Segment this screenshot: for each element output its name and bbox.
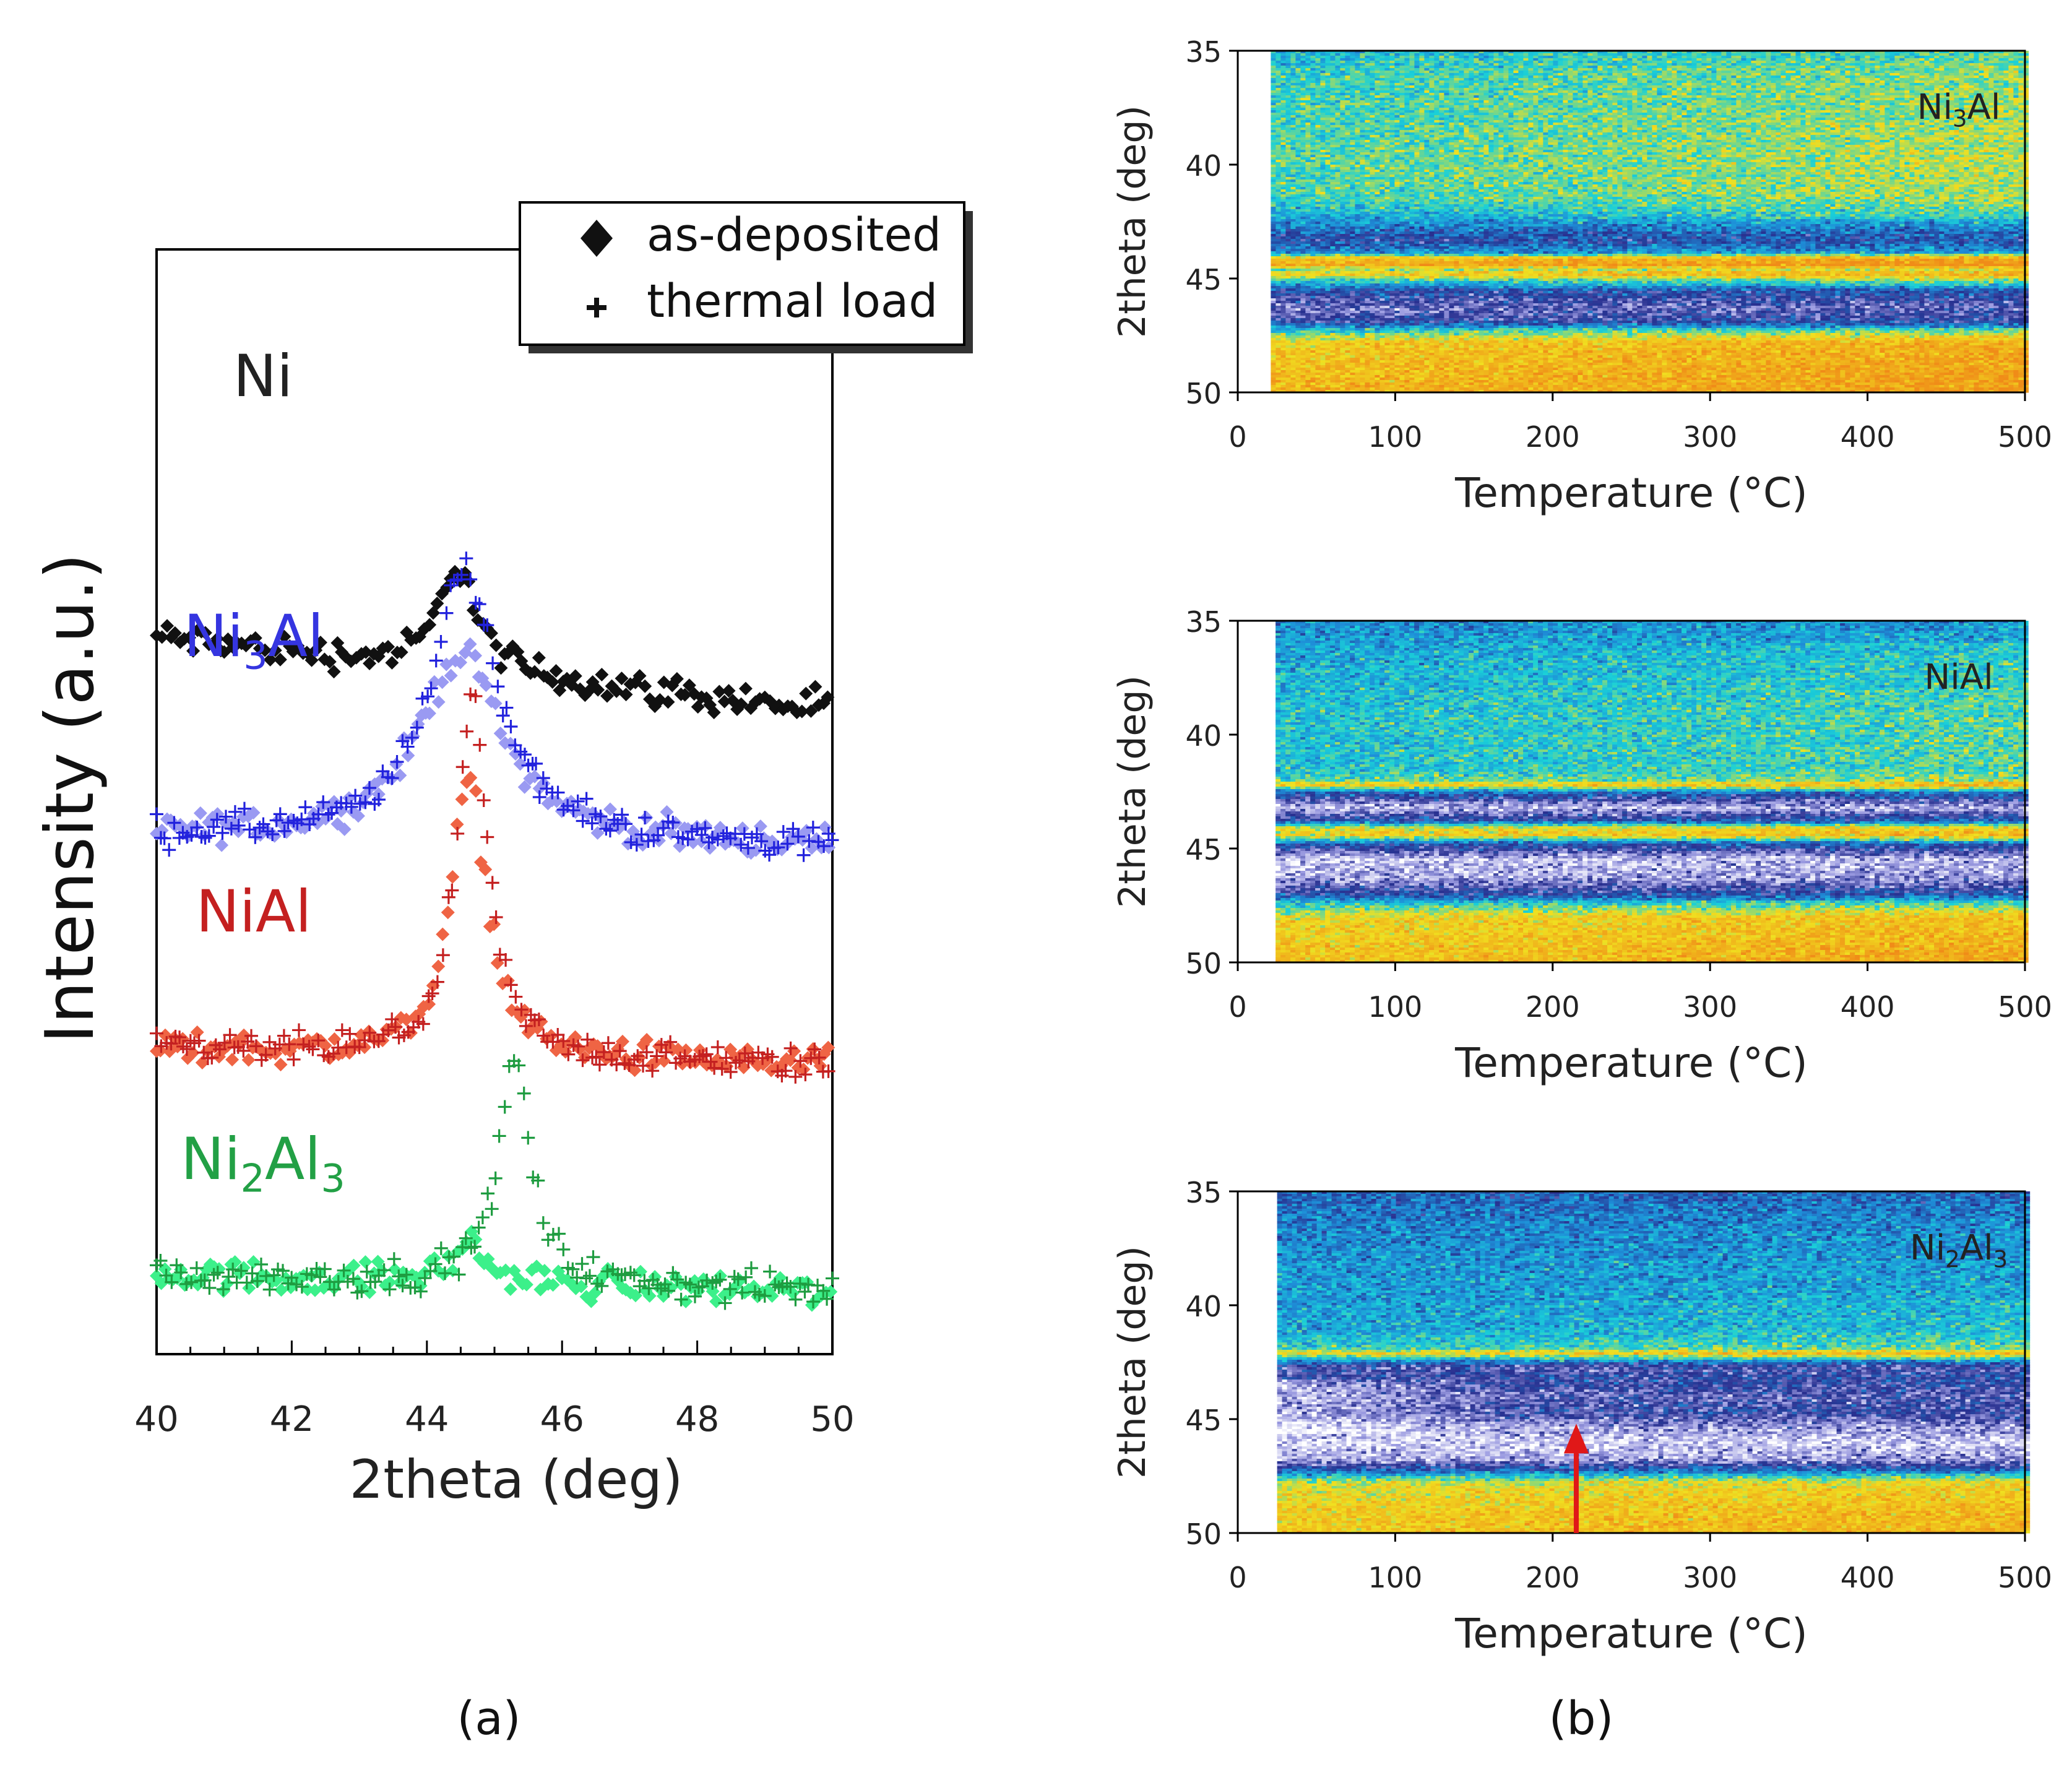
sample-label-ni: Ni — [233, 343, 293, 410]
heatmap-cells — [1276, 621, 2029, 963]
panel-a-x-axis-label: 2theta (deg) — [350, 1449, 683, 1511]
y-tick-label: 35 — [1185, 605, 1222, 639]
y-tick-label: 50 — [1185, 947, 1222, 980]
x-axis-label: Temperature (°C) — [1454, 1039, 1808, 1087]
y-tick-label: 45 — [1185, 833, 1222, 866]
x-tick-label: 0 — [1228, 990, 1246, 1024]
legend-label-thermal-load: thermal load — [647, 275, 938, 328]
x-tick-label: 100 — [1368, 990, 1422, 1024]
heatmap-sample-label: NiAl — [1924, 657, 1993, 697]
y-tick-label: 40 — [1185, 149, 1222, 183]
x-tick-label: 400 — [1841, 1561, 1895, 1594]
x-tick-label: 50 — [810, 1399, 854, 1440]
x-tick-label: 0 — [1228, 1561, 1246, 1594]
x-tick-label: 400 — [1841, 990, 1895, 1024]
x-tick-label: 0 — [1228, 420, 1246, 454]
x-axis-label: Temperature (°C) — [1454, 469, 1808, 517]
x-tick-label: 100 — [1368, 1561, 1422, 1594]
sample-label-nial: NiAl — [196, 878, 312, 946]
panel-a-xrd-chart: 40 42 44 46 48 50 2theta (deg) Intensity (a.u… — [32, 202, 973, 1511]
y-tick-label: 50 — [1185, 1518, 1222, 1551]
x-tick-label: 100 — [1368, 420, 1422, 454]
x-tick-label: 500 — [1998, 420, 2052, 454]
x-tick-label: 40 — [134, 1399, 178, 1440]
y-tick-label: 45 — [1185, 1404, 1222, 1437]
x-tick-label: 300 — [1683, 420, 1737, 454]
legend-label-as-deposited: as-deposited — [647, 209, 941, 262]
y-tick-label: 45 — [1185, 263, 1222, 296]
x-tick-label: 500 — [1998, 990, 2052, 1024]
x-tick-label: 300 — [1683, 1561, 1737, 1594]
panel-label-b: (b) — [1549, 1692, 1614, 1745]
x-axis-label: Temperature (°C) — [1454, 1610, 1808, 1657]
x-tick-label: 48 — [675, 1399, 719, 1440]
x-tick-label: 44 — [405, 1399, 449, 1440]
x-tick-label: 500 — [1998, 1561, 2052, 1594]
x-tick-label: 46 — [540, 1399, 584, 1440]
x-tick-label: 300 — [1683, 990, 1737, 1024]
y-tick-label: 35 — [1185, 1176, 1222, 1209]
y-tick-label: 35 — [1185, 35, 1222, 69]
y-axis-label: 2theta (deg) — [1111, 105, 1154, 338]
y-axis-label: 2theta (deg) — [1111, 675, 1154, 908]
y-tick-label: 40 — [1185, 719, 1222, 753]
panel-a-y-axis-label: Intensity (a.u.) — [32, 553, 109, 1043]
x-tick-label: 200 — [1526, 1561, 1580, 1594]
y-tick-label: 50 — [1185, 377, 1222, 410]
y-tick-label: 40 — [1185, 1290, 1222, 1323]
legend: as-deposited thermal load — [520, 202, 973, 353]
x-tick-label: 42 — [270, 1399, 314, 1440]
x-tick-label: 200 — [1526, 990, 1580, 1024]
y-axis-label: 2theta (deg) — [1111, 1246, 1154, 1479]
x-tick-label: 400 — [1841, 420, 1895, 454]
x-tick-label: 200 — [1526, 420, 1580, 454]
heatmap-cells — [1271, 51, 2029, 393]
panel-label-a: (a) — [457, 1692, 520, 1745]
